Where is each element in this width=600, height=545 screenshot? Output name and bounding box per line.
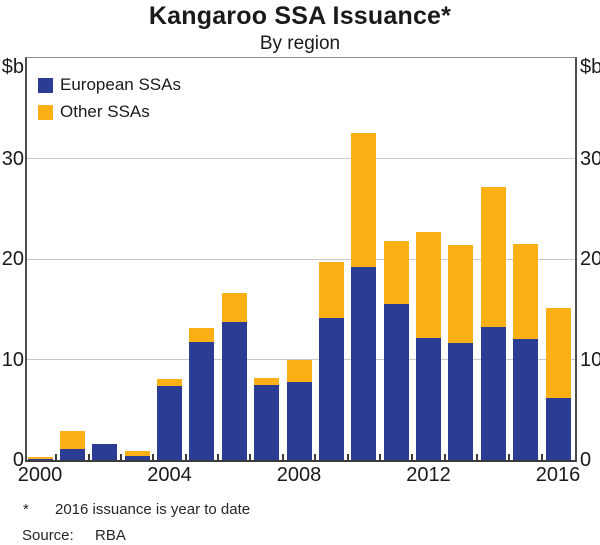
gridline-20 bbox=[27, 258, 575, 260]
y-axis-unit-left: $b bbox=[1, 56, 24, 78]
bar-2001-other-ssas bbox=[59, 430, 85, 449]
x-tick bbox=[314, 454, 317, 460]
y-label-right-30: 30 bbox=[580, 147, 600, 170]
chart-subtitle: By region bbox=[259, 33, 341, 54]
bar-2000-european-ssas bbox=[27, 459, 53, 460]
bar-2006-other-ssas bbox=[221, 293, 247, 323]
gridline-30 bbox=[27, 158, 575, 159]
x-tick bbox=[249, 454, 252, 460]
bar-2015-european-ssas bbox=[513, 339, 539, 460]
bar-2003-european-ssas bbox=[124, 455, 150, 460]
footnote-marker: * bbox=[23, 501, 29, 518]
y-label-left-20: 20 bbox=[1, 248, 24, 270]
bar-2015-other-ssas bbox=[513, 243, 539, 340]
x-label-2000: 2000 bbox=[17, 464, 63, 486]
legend-label-other-ssas: Other SSAs bbox=[60, 102, 150, 121]
x-label-2012: 2012 bbox=[406, 464, 451, 486]
bar-2011-european-ssas bbox=[383, 304, 409, 460]
y-label-right-10: 10 bbox=[580, 348, 600, 371]
x-tick bbox=[87, 454, 90, 460]
legend-item-other-ssas: Other SSAs bbox=[38, 102, 181, 121]
x-label-2016: 2016 bbox=[535, 464, 581, 486]
legend: European SSAs Other SSAs bbox=[38, 75, 181, 130]
bar-2014-european-ssas bbox=[480, 327, 506, 460]
x-tick bbox=[540, 454, 543, 460]
bar-2013-other-ssas bbox=[448, 244, 474, 344]
bar-2009-european-ssas bbox=[318, 318, 344, 460]
bar-2002-european-ssas bbox=[92, 443, 118, 460]
bar-2001-european-ssas bbox=[59, 448, 85, 460]
x-tick bbox=[443, 454, 446, 460]
bar-2013-european-ssas bbox=[448, 343, 474, 460]
bar-2012-european-ssas bbox=[416, 338, 441, 460]
bar-2003-other-ssas bbox=[124, 450, 150, 456]
bar-2007-european-ssas bbox=[254, 384, 280, 460]
footnote-text: 2016 issuance is year to date bbox=[55, 501, 251, 518]
bar-2014-other-ssas bbox=[480, 186, 506, 328]
bar-2005-other-ssas bbox=[189, 328, 215, 343]
x-tick bbox=[281, 454, 284, 460]
legend-swatch-other-ssas bbox=[38, 104, 53, 120]
legend-label-european-ssas: European SSAs bbox=[60, 75, 181, 94]
x-tick bbox=[508, 454, 511, 460]
y-axis-unit-right: $b bbox=[580, 56, 600, 78]
y-label-left-30: 30 bbox=[1, 147, 24, 170]
x-tick bbox=[184, 454, 187, 460]
bar-2008-european-ssas bbox=[286, 381, 312, 460]
y-label-right-0: 0 bbox=[580, 449, 592, 471]
legend-item-european-ssas: European SSAs bbox=[38, 75, 181, 94]
bar-2006-european-ssas bbox=[221, 322, 247, 460]
legend-swatch-european-ssas bbox=[38, 77, 53, 93]
bar-2000-other-ssas bbox=[27, 457, 53, 459]
y-label-left-0: 0 bbox=[12, 449, 24, 471]
x-tick bbox=[152, 454, 155, 460]
source-label: Source: bbox=[22, 527, 74, 544]
x-label-2008: 2008 bbox=[276, 464, 322, 486]
bar-2007-other-ssas bbox=[254, 377, 280, 385]
bar-2016-other-ssas bbox=[545, 308, 571, 398]
y-label-right-20: 20 bbox=[580, 248, 600, 270]
source-value: RBA bbox=[95, 527, 126, 544]
bar-2012-other-ssas bbox=[416, 231, 441, 339]
bar-2005-european-ssas bbox=[189, 342, 215, 460]
bar-2004-other-ssas bbox=[157, 378, 182, 386]
x-tick bbox=[346, 454, 349, 460]
bar-2011-other-ssas bbox=[383, 240, 409, 305]
gridline-10 bbox=[27, 359, 575, 360]
x-tick bbox=[476, 454, 479, 460]
x-tick bbox=[411, 454, 414, 460]
chart-title: Kangaroo SSA Issuance* bbox=[148, 2, 452, 30]
bar-2010-european-ssas bbox=[351, 267, 377, 460]
bar-2008-other-ssas bbox=[286, 359, 312, 382]
bar-2009-other-ssas bbox=[318, 262, 344, 319]
y-label-left-10: 10 bbox=[1, 348, 24, 371]
bar-2016-european-ssas bbox=[545, 397, 571, 460]
x-tick bbox=[119, 454, 122, 460]
bar-2004-european-ssas bbox=[157, 385, 182, 460]
x-label-2004: 2004 bbox=[147, 464, 192, 486]
bar-2010-other-ssas bbox=[351, 133, 377, 268]
x-tick bbox=[217, 454, 220, 460]
x-tick bbox=[55, 454, 58, 460]
plot-area bbox=[27, 58, 575, 460]
x-tick bbox=[378, 454, 381, 460]
